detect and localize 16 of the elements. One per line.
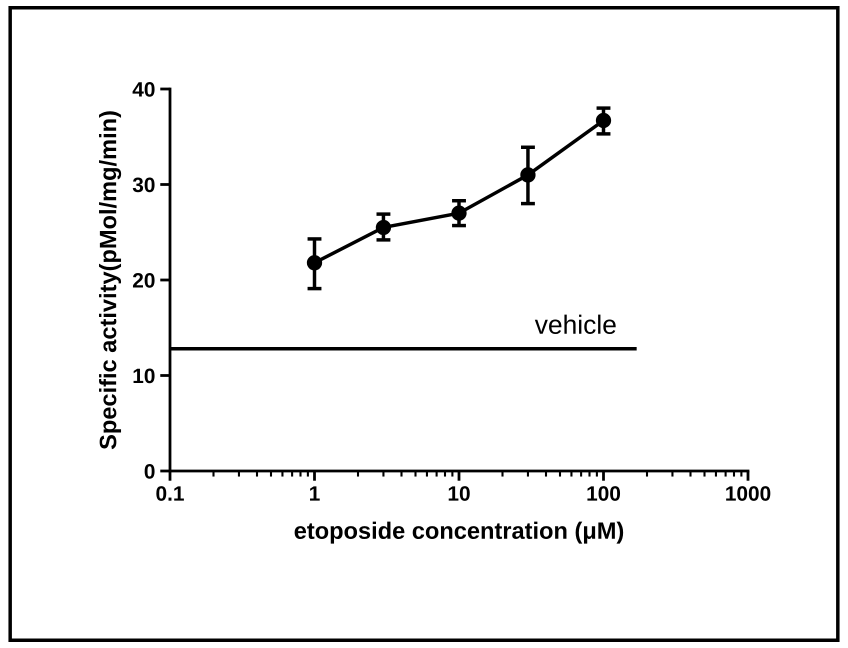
point — [306, 255, 322, 270]
x-tick-label: 0.1 — [156, 486, 184, 501]
y-tick-label: 30 — [132, 178, 155, 192]
y-axis-title: Specific activity(pMol/mg/min) — [99, 111, 122, 450]
x-tick-label: 1000 — [726, 486, 770, 501]
point — [451, 206, 467, 221]
y-tick-label: 20 — [132, 273, 155, 288]
x-tick-label: 10 — [448, 486, 470, 501]
y-tick-label: 40 — [132, 82, 155, 97]
series-label: vehicle — [534, 314, 616, 334]
point — [596, 112, 612, 128]
x-axis-title: etoposide concentration (μM) — [294, 522, 624, 544]
x-tick-label: 100 — [587, 486, 620, 501]
y-tick-label: 10 — [134, 368, 155, 384]
x-tick-label: 1 — [310, 486, 320, 501]
y-tick-label: 0 — [144, 464, 155, 479]
